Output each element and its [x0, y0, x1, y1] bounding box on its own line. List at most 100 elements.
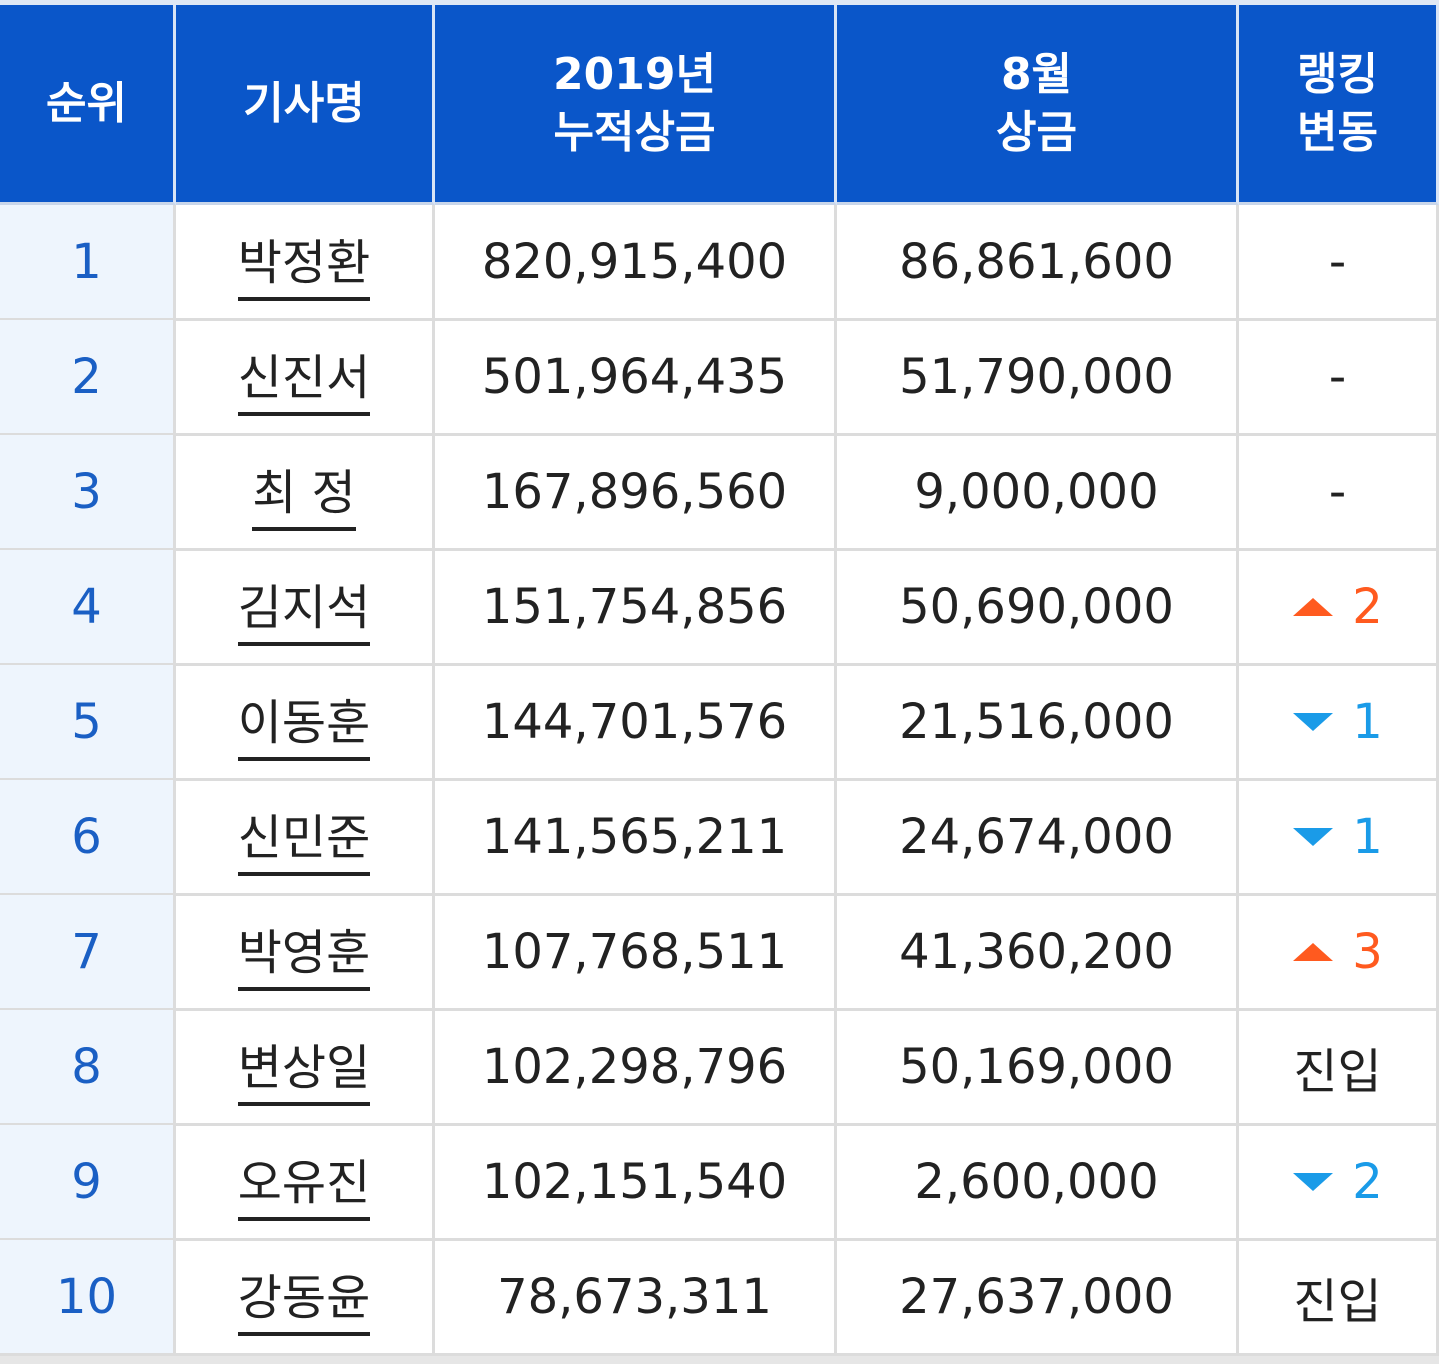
rank-text: 8 — [71, 1038, 102, 1095]
total-text: 102,151,540 — [481, 1153, 788, 1210]
total-text: 501,964,435 — [481, 348, 788, 405]
month-text: 2,600,000 — [914, 1153, 1159, 1210]
month-cell: 24,674,000 — [837, 780, 1239, 896]
month-cell: 27,637,000 — [837, 1240, 1239, 1356]
change-text: - — [1328, 348, 1347, 405]
name-cell: 최 정 — [176, 435, 435, 551]
rank-text: 5 — [71, 693, 102, 750]
change-text: 진입 — [1293, 1273, 1382, 1330]
rank-text: 6 — [71, 808, 102, 865]
rank-cell: 1 — [0, 205, 176, 321]
header-cell: 기사명 — [176, 5, 435, 205]
total-cell: 820,915,400 — [435, 205, 837, 321]
total-text: 167,896,560 — [481, 463, 788, 520]
total-cell: 102,298,796 — [435, 1010, 837, 1126]
change-cell: 2 — [1239, 550, 1439, 666]
month-text: 50,690,000 — [899, 578, 1174, 635]
name-text: 이동훈 — [237, 683, 371, 761]
total-text: 107,768,511 — [481, 923, 788, 980]
name-cell: 변상일 — [176, 1010, 435, 1126]
total-text: 144,701,576 — [481, 693, 788, 750]
rank-text: 9 — [71, 1153, 102, 1210]
arrow-down — [1293, 827, 1334, 846]
rank-cell: 2 — [0, 320, 176, 436]
rank-text: 3 — [71, 463, 102, 520]
rank-text: 1 — [71, 233, 102, 290]
header-text: 순위 — [46, 77, 127, 129]
total-text: 102,298,796 — [481, 1038, 788, 1095]
header-text: 변동 — [1297, 106, 1378, 158]
month-cell: 21,516,000 — [837, 665, 1239, 781]
month-cell: 41,360,200 — [837, 895, 1239, 1011]
total-cell: 102,151,540 — [435, 1125, 837, 1241]
rank-cell: 4 — [0, 550, 176, 666]
name-text: 박정환 — [237, 223, 371, 301]
name-text: 최 정 — [252, 453, 356, 531]
change-cell: - — [1239, 205, 1439, 321]
arrow-shape — [1293, 1172, 1334, 1191]
header-text: 기사명 — [243, 77, 365, 129]
rank-cell: 10 — [0, 1240, 176, 1356]
month-text: 50,169,000 — [899, 1038, 1174, 1095]
change-cell: 1 — [1239, 780, 1439, 896]
header-text: 랭킹 — [1297, 48, 1378, 100]
change-text: - — [1328, 463, 1347, 520]
change-cell: 3 — [1239, 895, 1439, 1011]
header-text: 2019년 — [553, 48, 716, 100]
change-value: 1 — [1352, 693, 1383, 750]
rank-text: 7 — [71, 923, 102, 980]
month-text: 9,000,000 — [914, 463, 1159, 520]
month-text: 86,861,600 — [899, 233, 1174, 290]
change-text: - — [1328, 233, 1347, 290]
arrow-shape — [1293, 712, 1334, 731]
change-value: 3 — [1352, 923, 1383, 980]
total-text: 820,915,400 — [481, 233, 788, 290]
rank-change: 1 — [1292, 694, 1383, 750]
change-cell: - — [1239, 320, 1439, 436]
month-cell: 51,790,000 — [837, 320, 1239, 436]
header-text: 누적상금 — [553, 106, 716, 158]
rank-cell: 5 — [0, 665, 176, 781]
header-cell: 순위 — [0, 5, 176, 205]
rank-cell: 3 — [0, 435, 176, 551]
arrow-down — [1293, 712, 1334, 731]
total-text: 151,754,856 — [481, 578, 788, 635]
month-text: 24,674,000 — [899, 808, 1174, 865]
change-cell: 1 — [1239, 665, 1439, 781]
name-cell: 신민준 — [176, 780, 435, 896]
change-text: 진입 — [1293, 1043, 1382, 1100]
rank-change: 1 — [1292, 809, 1383, 865]
month-text: 41,360,200 — [899, 923, 1174, 980]
arrow-up — [1293, 942, 1334, 961]
top-strip — [0, 0, 1439, 5]
name-cell: 박정환 — [176, 205, 435, 321]
month-text: 51,790,000 — [899, 348, 1174, 405]
name-text: 김지석 — [237, 568, 371, 646]
name-text: 신진서 — [237, 338, 371, 416]
month-cell: 2,600,000 — [837, 1125, 1239, 1241]
header-text: 상금 — [996, 106, 1077, 158]
month-text: 27,637,000 — [899, 1268, 1174, 1325]
name-text: 강동윤 — [237, 1258, 371, 1336]
month-text: 21,516,000 — [899, 693, 1174, 750]
rank-cell: 8 — [0, 1010, 176, 1126]
header-text: 8월 — [1000, 48, 1073, 100]
rank-cell: 7 — [0, 895, 176, 1011]
name-text: 박영훈 — [237, 913, 371, 991]
arrow-shape — [1293, 942, 1334, 961]
change-cell: 진입 — [1239, 1010, 1439, 1126]
arrow-down — [1293, 1172, 1334, 1191]
name-text: 변상일 — [237, 1028, 371, 1106]
change-value: 1 — [1352, 808, 1383, 865]
total-cell: 107,768,511 — [435, 895, 837, 1011]
rank-text: 10 — [55, 1268, 118, 1325]
total-cell: 151,754,856 — [435, 550, 837, 666]
rank-change: 3 — [1292, 924, 1383, 980]
total-text: 141,565,211 — [481, 808, 788, 865]
arrow-up — [1293, 597, 1334, 616]
rank-text: 4 — [71, 578, 102, 635]
